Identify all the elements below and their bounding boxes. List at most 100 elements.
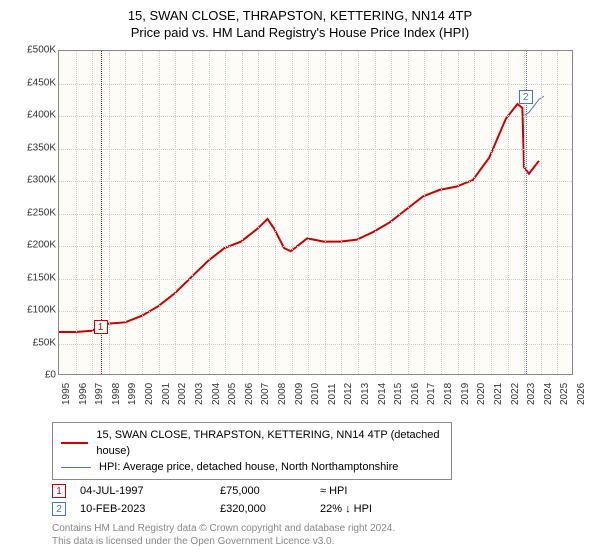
transaction-diff: ≈ HPI [320,485,420,497]
legend-row: HPI: Average price, detached house, Nort… [61,459,443,475]
transactions-table: 1 04-JUL-1997£75,000≈ HPI 2 10-FEB-2023£320… [52,484,588,516]
x-axis-label: 2001 [161,383,172,405]
gridline-v [358,51,359,374]
x-axis-label: 2018 [443,383,454,405]
x-axis-label: 2012 [343,383,354,405]
x-axis-label: 2010 [310,383,321,405]
line-canvas [59,51,572,374]
gridline-v [557,51,558,374]
gridline-v [341,51,342,374]
gridline-v [508,51,509,374]
gridline-v [391,51,392,374]
transaction-marker: 2 [52,502,66,516]
transaction-marker: 1 [52,484,66,498]
x-axis-label: 2007 [260,383,271,405]
x-axis-label: 1995 [61,383,72,405]
footer-line-1: Contains HM Land Registry data © Crown c… [52,522,588,535]
y-axis-label: £150K [18,272,56,283]
gridline-v [491,51,492,374]
x-axis-label: 2009 [294,383,305,405]
marker-box: 2 [519,90,533,104]
gridline-v [375,51,376,374]
gridline-v [292,51,293,374]
transaction-price: £320,000 [220,503,320,515]
transaction-date: 04-JUL-1997 [80,485,220,497]
gridline-h [59,116,572,117]
transaction-price: £75,000 [220,485,320,497]
y-axis-label: £250K [18,207,56,218]
x-axis-label: 2008 [277,383,288,405]
chart-area: 1 2 £0 £50K £100K £150K £200K £250K £300K £350K £… [18,46,578,416]
gridline-h [59,214,572,215]
gridline-v [142,51,143,374]
gridline-v [325,51,326,374]
y-axis-label: £0 [18,370,56,381]
x-axis-label: 2021 [493,383,504,405]
gridline-v [175,51,176,374]
x-axis-label: 2026 [576,383,587,405]
x-axis-label: 2022 [510,383,521,405]
gridline-h [59,279,572,280]
chart-title: 15, SWAN CLOSE, THRAPSTON, KETTERING, NN… [12,8,588,23]
y-axis-label: £200K [18,240,56,251]
y-axis-label: £400K [18,110,56,121]
x-axis-label: 2016 [410,383,421,405]
gridline-v [308,51,309,374]
gridline-h [59,344,572,345]
x-axis-label: 2019 [460,383,471,405]
gridline-h [59,84,572,85]
x-axis-label: 2020 [476,383,487,405]
legend: 15, SWAN CLOSE, THRAPSTON, KETTERING, NN… [52,422,452,480]
gridline-h [59,149,572,150]
x-axis-label: 2004 [211,383,222,405]
x-axis-label: 2011 [327,383,338,405]
gridline-v [441,51,442,374]
x-axis-label: 2023 [526,383,537,405]
y-axis-label: £300K [18,175,56,186]
gridline-v [408,51,409,374]
gridline-v [76,51,77,374]
x-axis-label: 1999 [127,383,138,405]
container: 15, SWAN CLOSE, THRAPSTON, KETTERING, NN… [0,0,600,556]
x-axis-label: 2017 [426,383,437,405]
chart-subtitle: Price paid vs. HM Land Registry's House … [12,25,588,40]
legend-row: 15, SWAN CLOSE, THRAPSTON, KETTERING, NN… [61,427,443,459]
transaction-date: 10-FEB-2023 [80,503,220,515]
gridline-h [59,246,572,247]
gridline-v [125,51,126,374]
y-axis-label: £50K [18,337,56,348]
x-axis-label: 2025 [559,383,570,405]
x-axis-label: 2024 [543,383,554,405]
legend-swatch [61,467,91,468]
gridline-v [258,51,259,374]
footer-line-2: This data is licensed under the Open Gov… [52,535,588,548]
x-axis-label: 2015 [393,383,404,405]
gridline-v [458,51,459,374]
gridline-v [242,51,243,374]
gridline-v [209,51,210,374]
y-axis-label: £500K [18,45,56,56]
transaction-row: 1 04-JUL-1997£75,000≈ HPI [52,484,588,498]
x-axis-label: 2013 [360,383,371,405]
property-line [59,104,539,332]
gridline-h [59,311,572,312]
x-axis-label: 1997 [94,383,105,405]
x-axis-label: 1996 [78,383,89,405]
gridline-v [541,51,542,374]
x-axis-label: 2014 [377,383,388,405]
footer: Contains HM Land Registry data © Crown c… [52,522,588,548]
x-axis-label: 2003 [194,383,205,405]
gridline-h [59,181,572,182]
gridline-v [474,51,475,374]
gridline-v [109,51,110,374]
marker-box: 1 [94,320,108,334]
y-axis-label: £100K [18,305,56,316]
gridline-v [159,51,160,374]
x-axis-label: 2006 [244,383,255,405]
gridline-v [192,51,193,374]
transaction-row: 2 10-FEB-2023£320,00022% ↓ HPI [52,502,588,516]
gridline-v [275,51,276,374]
legend-text: 15, SWAN CLOSE, THRAPSTON, KETTERING, NN… [96,427,443,459]
transaction-diff: 22% ↓ HPI [320,503,420,515]
y-axis-label: £350K [18,142,56,153]
